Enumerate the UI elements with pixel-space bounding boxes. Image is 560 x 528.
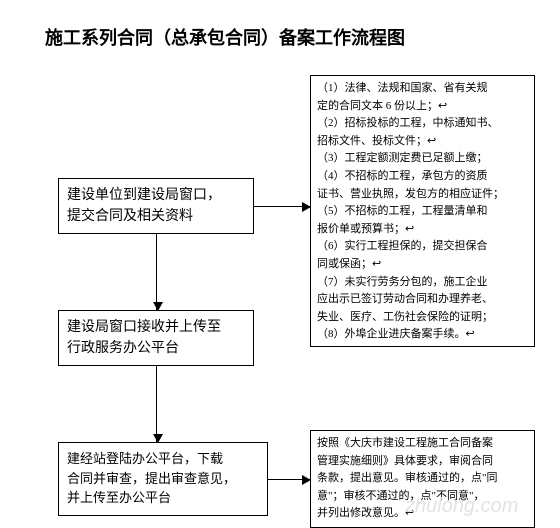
side-box-2: 按照《大庆市建设工程施工合同备案管理实施细则》具体要求，审阅合同条款，提出意见。… bbox=[310, 430, 535, 528]
side-box-2-line: 管理实施细则》具体要求，审阅合同 bbox=[317, 453, 528, 471]
flow-box-2-line: 建设局窗口接收并上传至 bbox=[67, 317, 245, 338]
side-box-1-line: （1）法律、法规和国家、省有关规 bbox=[317, 80, 528, 98]
side-box-1-line: 应出示已签订劳动合同和办理养老、 bbox=[317, 291, 528, 309]
arrow-right-2 bbox=[268, 479, 310, 480]
side-box-1-line: （7）未实行劳务分包的，施工企业 bbox=[317, 274, 528, 292]
side-box-2-line: 条款，提出意见。审核通过的，点"同 bbox=[317, 470, 528, 488]
side-box-2-line: 并列出修改意见。↩ bbox=[317, 505, 528, 523]
side-box-1-line: （6）实行工程担保的，提交担保合 bbox=[317, 238, 528, 256]
flow-box-2: 建设局窗口接收并上传至行政服务办公平台 bbox=[58, 310, 254, 366]
side-box-1-line: 失业、医疗、工伤社会保险的证明； bbox=[317, 309, 528, 327]
side-box-1-line: （4）不招标的工程，承包方的资质 bbox=[317, 168, 528, 186]
page-title: 施工系列合同（总承包合同）备案工作流程图 bbox=[45, 24, 405, 50]
flow-box-2-line: 行政服务办公平台 bbox=[67, 338, 245, 359]
side-box-1: （1）法律、法规和国家、省有关规定的合同文本 6 份以上；↩（2）招标投标的工程… bbox=[310, 75, 535, 347]
side-box-1-line: （5）不招标的工程，工程量清单和 bbox=[317, 203, 528, 221]
side-box-1-line: （2）招标投标的工程，中标通知书、 bbox=[317, 115, 528, 133]
side-box-1-line: 招标文件、投标文件；↩ bbox=[317, 133, 528, 151]
side-box-1-line: （8）外埠企业进庆备案手续。↩ bbox=[317, 326, 528, 344]
side-box-1-line: 同或保函；↩ bbox=[317, 256, 528, 274]
arrow-right-1 bbox=[254, 206, 310, 207]
arrow-down-2 bbox=[156, 366, 157, 442]
flow-box-3: 建经站登陆办公平台，下载合同并审查，提出审查意见，并上传至办公平台 bbox=[58, 442, 268, 516]
flow-box-3-line: 建经站登陆办公平台，下载 bbox=[67, 449, 259, 469]
side-box-2-line: 意"；审核不通过的，点"不同意"， bbox=[317, 488, 528, 506]
flow-box-1-line: 建设单位到建设局窗口， bbox=[67, 185, 245, 206]
flow-box-3-line: 合同并审查，提出审查意见， bbox=[67, 469, 259, 489]
flow-box-3-line: 并上传至办公平台 bbox=[67, 488, 259, 508]
side-box-1-line: （3）工程定额测定费已足额上缴； bbox=[317, 150, 528, 168]
flow-box-1-line: 提交合同及相关资料 bbox=[67, 206, 245, 227]
flow-box-1: 建设单位到建设局窗口，提交合同及相关资料 bbox=[58, 178, 254, 234]
side-box-2-line: 按照《大庆市建设工程施工合同备案 bbox=[317, 435, 528, 453]
side-box-1-line: 报价单或预算书；↩ bbox=[317, 221, 528, 239]
arrow-down-1 bbox=[156, 234, 157, 310]
side-box-1-line: 定的合同文本 6 份以上；↩ bbox=[317, 98, 528, 116]
side-box-1-line: 证书、营业执照，发包方的相应证件； bbox=[317, 186, 528, 204]
